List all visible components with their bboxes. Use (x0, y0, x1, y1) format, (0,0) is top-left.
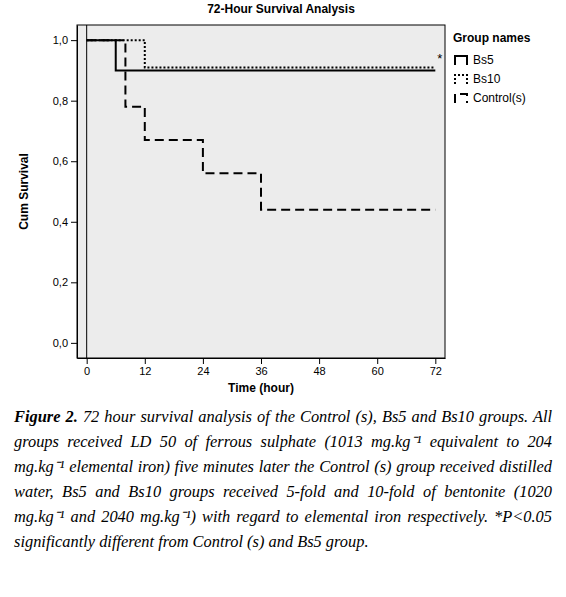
x-tick-label: 12 (139, 365, 151, 377)
y-tick-label: 0,4 (53, 216, 68, 228)
x-tick: 72 (430, 358, 442, 377)
y-axis-title: Cum Survival (17, 153, 31, 230)
x-tick: 12 (139, 358, 151, 377)
x-axis: 0 12 24 36 48 60 72 (78, 358, 446, 377)
reference-line (86, 25, 87, 358)
y-tick: 1,0 (53, 34, 77, 46)
x-tick-label: 60 (372, 365, 384, 377)
legend-swatch (455, 75, 467, 84)
legend-swatch (455, 94, 467, 103)
x-tick: 60 (372, 358, 384, 377)
x-tick-label: 36 (255, 365, 267, 377)
x-tick-label: 24 (197, 365, 209, 377)
x-tick-label: 0 (84, 365, 90, 377)
caption-text: 72 hour survival analysis of the Control… (14, 407, 552, 551)
space (78, 407, 83, 426)
y-tick-label: 1,0 (53, 34, 68, 46)
x-tick-label: 72 (430, 365, 442, 377)
x-tick-mark (319, 358, 320, 364)
legend-entry: Control(s) (455, 91, 526, 105)
x-tick-mark (261, 358, 262, 364)
x-axis-title: Time (hour) (228, 381, 294, 395)
survival-line (87, 40, 436, 67)
legend-entry: Bs5 (455, 53, 494, 67)
annotation: * (437, 51, 442, 66)
survival-line (87, 40, 436, 70)
plot-area (77, 25, 445, 358)
y-axis: 0,0 0,2 0,4 0,6 0,8 1,0 (53, 26, 78, 359)
title: 72-Hour Survival Analysis (207, 2, 355, 16)
legend-swatch (455, 56, 467, 65)
legend-label: Bs5 (473, 53, 494, 67)
legend-label: Control(s) (473, 91, 526, 105)
x-tick: 0 (84, 358, 90, 377)
y-tick: 0,8 (53, 95, 77, 107)
x-tick-mark (87, 358, 88, 364)
caption: Figure 2. 72 hour survival analysis of t… (14, 404, 552, 554)
legend-title: Group names (453, 31, 531, 45)
legend: Group names Bs5 Bs10 Control(s) (453, 31, 531, 105)
caption-label: Figure 2. (14, 407, 78, 426)
y-tick-label: 0,8 (53, 95, 68, 107)
series-group (87, 40, 436, 210)
y-tick-mark (71, 161, 77, 162)
y-tick-mark (71, 40, 77, 41)
y-tick-mark (71, 282, 77, 283)
y-axis-line (77, 26, 78, 359)
y-tick-mark (71, 222, 77, 223)
legend-label: Bs10 (473, 72, 501, 86)
x-tick: 24 (197, 358, 209, 377)
y-tick: 0,4 (53, 216, 77, 228)
y-tick-label: 0,0 (53, 337, 68, 349)
x-tick-label: 48 (313, 365, 325, 377)
y-tick: 0,0 (53, 337, 77, 349)
y-tick-label: 0,6 (53, 155, 68, 167)
x-tick-mark (377, 358, 378, 364)
y-tick: 0,2 (53, 276, 77, 288)
y-tick-label: 0,2 (53, 276, 68, 288)
legend-entry: Bs10 (455, 72, 501, 86)
x-tick: 36 (255, 358, 267, 377)
y-tick: 0,6 (53, 155, 77, 167)
y-tick-mark (71, 343, 77, 344)
survival-line (87, 40, 436, 210)
x-tick: 48 (313, 358, 325, 377)
y-tick-mark (71, 101, 77, 102)
x-tick-mark (435, 358, 436, 364)
x-tick-mark (203, 358, 204, 364)
x-tick-mark (145, 358, 146, 364)
